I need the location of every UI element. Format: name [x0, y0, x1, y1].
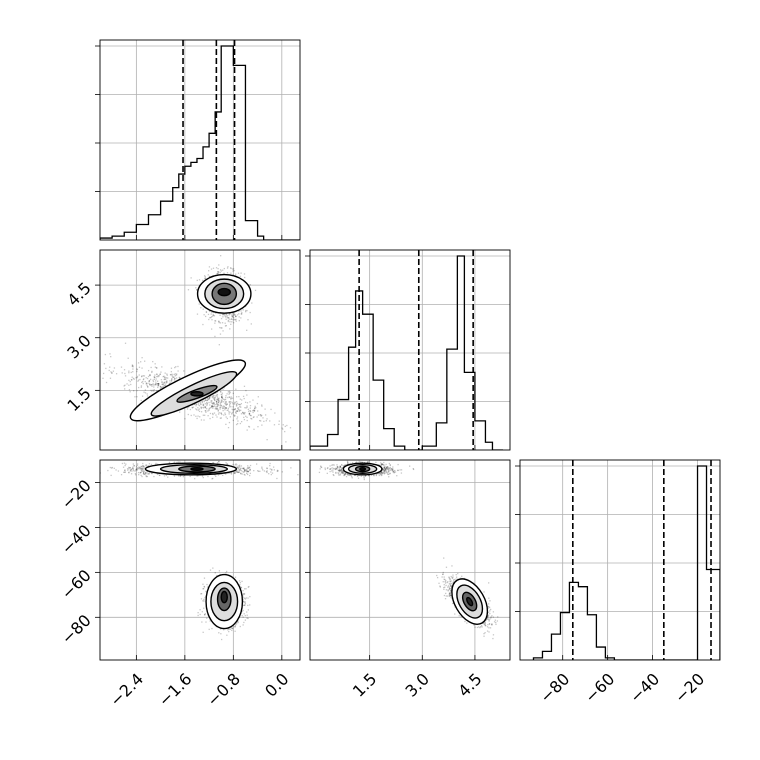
xtick-label-0-0: −2.4 [106, 669, 147, 710]
contour-2-0-7 [220, 590, 228, 604]
ytick-label-1-0: 1.5 [63, 384, 94, 415]
contour-2-0-3 [190, 466, 204, 472]
ytick-label-1-2: 4.5 [63, 278, 94, 309]
hist-frame-1 [309, 249, 511, 451]
pair-frame-1-0 [99, 249, 301, 451]
xtick-label-1-1: 3.0 [402, 669, 433, 700]
contour-1-0-7 [190, 391, 204, 397]
hist-panel-0 [100, 40, 300, 240]
xtick-label-1-0: 1.5 [349, 669, 380, 700]
pair-panel-2-1 [310, 460, 510, 660]
ytick-label-1-1: 3.0 [63, 331, 94, 362]
hist-step-2 [532, 465, 720, 660]
scatter-cloud-1-0 [102, 255, 292, 443]
contour-2-1-7 [466, 596, 474, 607]
xtick-label-1-2: 4.5 [454, 669, 485, 700]
hist-frame-0 [99, 39, 301, 241]
xtick-label-2-0: −80 [536, 669, 573, 706]
ytick-label-2-3: −20 [57, 476, 94, 513]
hist-panel-1 [310, 250, 510, 450]
xtick-label-0-3: 0.0 [261, 669, 292, 700]
contour-1-0-3 [217, 287, 232, 297]
pair-panel-2-0 [100, 460, 300, 660]
pair-panel-1-0 [100, 250, 300, 450]
xtick-label-0-2: −0.8 [203, 669, 244, 710]
contour-2-1-3 [359, 466, 367, 472]
xtick-label-2-1: −60 [581, 669, 618, 706]
hist-step-0 [100, 45, 300, 240]
xtick-label-0-1: −1.6 [155, 669, 196, 710]
ytick-label-2-2: −40 [57, 521, 94, 558]
pair-frame-2-0 [99, 459, 301, 661]
xtick-label-2-2: −40 [626, 669, 663, 706]
ytick-label-2-0: −80 [57, 611, 94, 648]
hist-frame-2 [519, 459, 721, 661]
hist-step-1 [310, 255, 503, 450]
pair-frame-2-1 [309, 459, 511, 661]
xtick-label-2-3: −20 [671, 669, 708, 706]
ytick-label-2-1: −60 [57, 566, 94, 603]
hist-panel-2 [520, 460, 720, 660]
